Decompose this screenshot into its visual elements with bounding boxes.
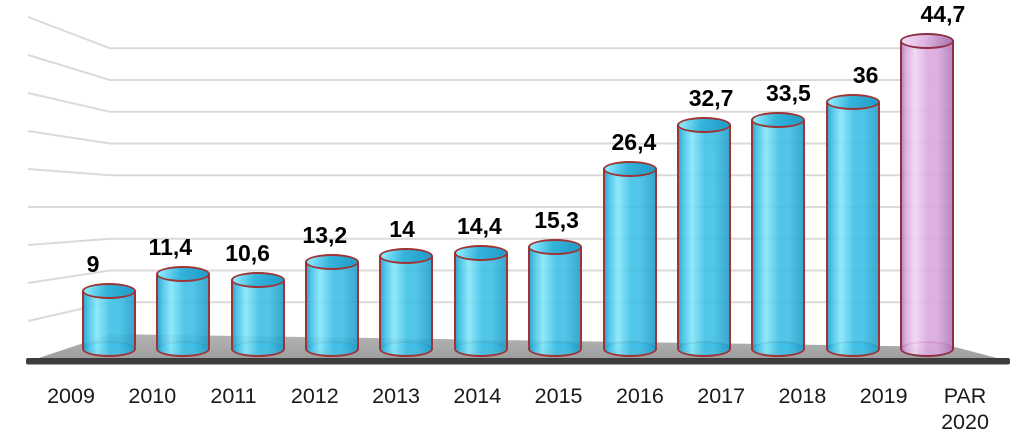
cylinder-body bbox=[230, 279, 285, 349]
cylinder-top-ellipse bbox=[156, 266, 211, 283]
value-label-2010: 11,4 bbox=[148, 234, 193, 261]
cylinder-bar-2009 bbox=[82, 283, 136, 357]
x-axis-label-2018: 2018 bbox=[778, 384, 827, 408]
value-label-2018: 33,5 bbox=[766, 79, 811, 106]
x-axis-label-par-2020: PAR 2020 bbox=[941, 384, 989, 434]
cylinder-body bbox=[379, 256, 434, 349]
cylinder-top-ellipse bbox=[602, 161, 657, 178]
cylinder-body bbox=[602, 169, 657, 349]
gridline bbox=[27, 92, 952, 113]
value-label-2012: 13,2 bbox=[302, 221, 348, 248]
cylinder-bar-2018 bbox=[751, 111, 806, 357]
cylinder-body bbox=[900, 41, 954, 349]
x-axis-label-2017: 2017 bbox=[697, 384, 746, 408]
gridline bbox=[27, 54, 952, 81]
cylinder-top-ellipse bbox=[676, 117, 731, 134]
cylinder-body bbox=[676, 125, 731, 349]
cylinder-top-ellipse bbox=[230, 271, 285, 288]
gridline bbox=[27, 16, 952, 50]
value-label-2009: 9 bbox=[86, 251, 100, 277]
cylinder-top-ellipse bbox=[528, 238, 583, 255]
x-axis-label-2010: 2010 bbox=[128, 384, 177, 408]
x-axis-label-2013: 2013 bbox=[372, 384, 421, 408]
cylinder-bar-2017 bbox=[676, 117, 731, 357]
cylinder-body bbox=[751, 119, 806, 349]
cylinder-bar-2014 bbox=[453, 245, 508, 357]
cylinder-bar-2010 bbox=[156, 266, 211, 357]
value-label-2016: 26,4 bbox=[611, 129, 657, 156]
x-axis-label-2019: 2019 bbox=[859, 384, 908, 408]
gridline bbox=[27, 130, 952, 145]
cylinder-bar-2016 bbox=[602, 161, 657, 357]
value-label-par-2020: 44,7 bbox=[920, 1, 966, 28]
floor-front-edge bbox=[26, 358, 1010, 365]
x-axis-label-2011: 2011 bbox=[210, 384, 257, 408]
x-axis-label-2016: 2016 bbox=[615, 384, 664, 408]
cylinder-body bbox=[305, 261, 360, 349]
x-axis-label-2012: 2012 bbox=[290, 384, 339, 408]
cylinder-body bbox=[82, 291, 136, 349]
cylinder-body bbox=[156, 274, 211, 349]
cylinder-top-ellipse bbox=[825, 94, 880, 110]
cylinder-top-ellipse bbox=[453, 245, 508, 262]
x-axis-label-2015: 2015 bbox=[534, 384, 583, 408]
value-label-2015: 15,3 bbox=[534, 206, 579, 233]
cylinder-bar-2015 bbox=[528, 238, 583, 357]
cylinder-top-ellipse bbox=[900, 33, 954, 50]
cylinder-bar-2011 bbox=[230, 271, 285, 357]
cylinder-body bbox=[528, 246, 583, 349]
cylinder-bar-2019 bbox=[825, 94, 880, 357]
cylinder-top-ellipse bbox=[82, 283, 136, 299]
cylinder-top-ellipse bbox=[305, 253, 360, 270]
cylinder-body bbox=[825, 102, 880, 349]
cylinder-top-ellipse bbox=[379, 248, 434, 264]
x-axis-label-2009: 2009 bbox=[47, 384, 95, 408]
value-label-2019: 36 bbox=[852, 62, 879, 88]
cylinder-bar-2013 bbox=[379, 248, 434, 357]
cylinder-body bbox=[453, 253, 508, 349]
gridline bbox=[27, 168, 952, 177]
gridline bbox=[27, 237, 952, 246]
cylinder-top-ellipse bbox=[751, 111, 806, 128]
value-label-2014: 14,4 bbox=[457, 213, 502, 240]
x-axis-label-2014: 2014 bbox=[453, 384, 502, 408]
value-label-2013: 14 bbox=[389, 216, 415, 242]
cylinder-bar-2012 bbox=[305, 253, 360, 357]
cylinder-bar-par-2020 bbox=[900, 33, 954, 357]
value-label-2011: 10,6 bbox=[225, 239, 270, 266]
value-label-2017: 32,7 bbox=[688, 85, 734, 112]
gridline bbox=[27, 269, 952, 284]
